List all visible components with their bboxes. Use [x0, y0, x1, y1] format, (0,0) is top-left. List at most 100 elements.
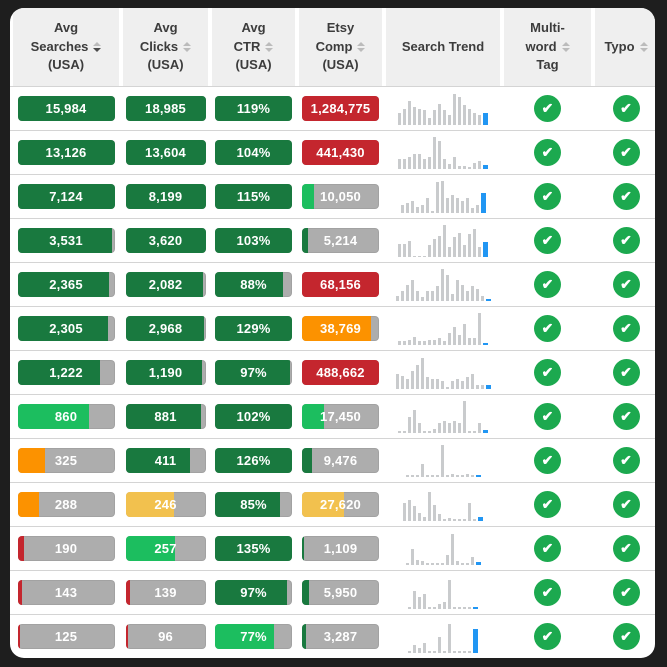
- trend-bar: [413, 410, 416, 433]
- column-header-text: Avg: [53, 19, 79, 35]
- search-trend-chart: [398, 224, 488, 257]
- trend-bar: [473, 519, 476, 521]
- avg-searches-value: 15,984: [45, 101, 87, 116]
- cell-typo: ✔: [595, 227, 655, 254]
- cell-etsy-comp: 38,769: [299, 316, 382, 341]
- cell-search-trend: [386, 93, 500, 125]
- column-header-text: Tag: [536, 57, 559, 73]
- avg-clicks-value: 257: [154, 541, 177, 556]
- avg-ctr-bar: 102%: [215, 404, 292, 429]
- bar-fill: [215, 624, 275, 649]
- bar-fill: [215, 536, 292, 561]
- trend-bar: [403, 430, 406, 433]
- column-header-text: CTR: [233, 38, 261, 54]
- search-trend-chart: [398, 136, 488, 169]
- sort-arrows-icon[interactable]: [93, 42, 102, 52]
- column-header-etsy-comp[interactable]: Etsy Comp (USA): [299, 8, 382, 86]
- trend-bar: [400, 375, 404, 389]
- cell-avg-searches: 325: [13, 448, 119, 473]
- avg-ctr-value: 85%: [240, 497, 267, 512]
- check-circle-icon: ✔: [534, 183, 561, 210]
- bar-fill: [302, 492, 345, 517]
- cell-avg-clicks: 139: [123, 580, 208, 605]
- cell-multi-word-tag: ✔: [504, 359, 591, 386]
- trend-bar: [448, 333, 451, 345]
- trend-bar: [440, 563, 444, 565]
- avg-searches-bar: 13,126: [17, 140, 115, 165]
- sort-arrows-icon[interactable]: [183, 42, 192, 52]
- cell-avg-ctr: 104%: [212, 140, 295, 165]
- avg-searches-value: 2,305: [49, 321, 83, 336]
- cell-avg-clicks: 18,985: [123, 96, 208, 121]
- column-header-avg-ctr[interactable]: Avg CTR (USA): [212, 8, 295, 86]
- sort-arrows-icon[interactable]: [561, 42, 570, 52]
- trend-bar-current: [483, 164, 488, 169]
- search-trend-chart: [408, 621, 478, 653]
- trend-bar: [438, 141, 441, 169]
- bar-fill: [125, 580, 130, 605]
- trend-bar: [438, 235, 441, 257]
- sort-arrows-icon[interactable]: [357, 42, 366, 52]
- trend-bar: [425, 377, 429, 389]
- trend-bar: [453, 651, 456, 653]
- search-trend-chart: [398, 400, 488, 433]
- trend-bar: [480, 385, 484, 389]
- cell-avg-clicks: 257: [123, 536, 208, 561]
- avg-clicks-bar: 139: [125, 580, 206, 605]
- trend-bar: [398, 430, 401, 433]
- cell-avg-searches: 288: [13, 492, 119, 517]
- trend-bar: [465, 290, 469, 301]
- column-header-typo[interactable]: Typo: [595, 8, 655, 86]
- etsy-comp-bar: 1,109: [302, 536, 379, 561]
- trend-bar: [453, 421, 456, 433]
- cell-avg-clicks: 96: [123, 624, 208, 649]
- cell-typo: ✔: [595, 491, 655, 518]
- column-header-text: (USA): [235, 57, 272, 73]
- column-header-avg-searches[interactable]: Avg Searches (USA): [13, 8, 119, 86]
- cell-multi-word-tag: ✔: [504, 447, 591, 474]
- trend-bar: [473, 338, 476, 345]
- bar-fill: [302, 536, 305, 561]
- trend-bar: [458, 165, 461, 169]
- trend-bar: [458, 651, 461, 653]
- bar-fill: [302, 272, 379, 297]
- check-circle-icon: ✔: [534, 535, 561, 562]
- table-row: 143 139 97% 5,950 ✔ ✔: [10, 570, 655, 614]
- cell-avg-clicks: 1,190: [123, 360, 208, 385]
- cell-avg-ctr: 85%: [212, 492, 295, 517]
- cell-search-trend: [386, 180, 500, 213]
- column-header-multi-word-tag[interactable]: Multi-word Tag: [504, 8, 591, 86]
- cell-avg-searches: 860: [13, 404, 119, 429]
- trend-bar: [408, 100, 411, 125]
- trend-bar: [423, 255, 426, 257]
- trend-bar: [413, 506, 416, 521]
- trend-bar: [445, 554, 449, 565]
- trend-bar: [415, 475, 419, 477]
- trend-bar: [410, 548, 414, 565]
- trend-bar-current: [478, 516, 483, 521]
- avg-searches-value: 860: [54, 409, 78, 424]
- search-trend-chart: [403, 489, 483, 521]
- sort-arrows-icon[interactable]: [639, 42, 648, 52]
- trend-bar: [443, 421, 446, 433]
- trend-bar: [415, 364, 419, 389]
- trend-bar-current: [483, 429, 488, 433]
- avg-searches-bar: 860: [17, 404, 115, 429]
- trend-bar: [458, 607, 461, 609]
- avg-ctr-bar: 129%: [215, 316, 292, 341]
- column-header-avg-clicks[interactable]: Avg Clicks (USA): [123, 8, 208, 86]
- sort-arrows-icon[interactable]: [265, 42, 274, 52]
- check-circle-icon: ✔: [534, 403, 561, 430]
- trend-bar: [455, 475, 459, 477]
- search-trend-chart: [405, 444, 481, 477]
- avg-searches-value: 7,124: [49, 189, 83, 204]
- trend-bar: [420, 204, 424, 213]
- bar-fill: [17, 360, 100, 385]
- table-row: 1,222 1,190 97% 488,662 ✔: [10, 350, 655, 394]
- cell-multi-word-tag: ✔: [504, 403, 591, 430]
- trend-bar: [453, 607, 456, 609]
- column-header-search-trend: Search Trend: [386, 8, 500, 86]
- bar-fill: [125, 184, 206, 209]
- cell-typo: ✔: [595, 315, 655, 342]
- avg-clicks-value: 96: [158, 629, 173, 644]
